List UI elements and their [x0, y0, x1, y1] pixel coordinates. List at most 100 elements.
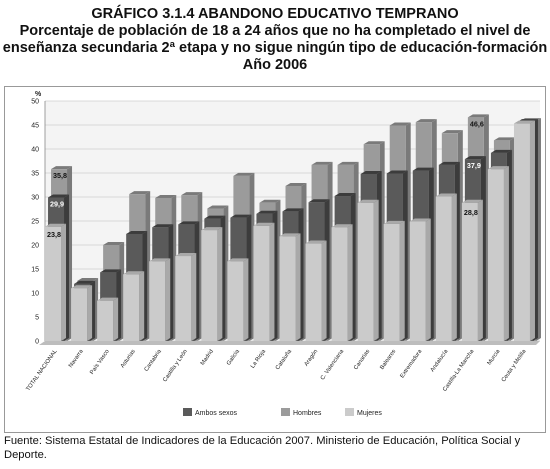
data-label: 46,6 — [470, 119, 484, 128]
bar-mujeres-galicia — [227, 258, 249, 262]
y-axis-label: % — [35, 91, 42, 98]
chart-title-block: GRÁFICO 3.1.4 ABANDONO EDUCATIVO TEMPRAN… — [0, 6, 550, 74]
bar-mujeres-castilla-la-mancha — [461, 202, 478, 341]
bar-mujeres-cataluna — [279, 236, 296, 341]
bar-mujeres-murcia — [503, 166, 509, 341]
bar-ambos-sexos-cataluna — [282, 208, 304, 212]
data-label: 37,9 — [467, 161, 481, 170]
bar-mujeres-castilla-y-leon — [175, 253, 197, 257]
x-tick-label: País Vasco — [89, 349, 110, 376]
bar-mujeres-galicia — [227, 261, 244, 341]
bar-mujeres-extremadura — [409, 218, 431, 222]
bar-mujeres-asturias — [123, 271, 145, 275]
bar-mujeres-castilla-la-mancha — [461, 199, 483, 203]
x-tick-label: Baleares — [379, 349, 397, 371]
bar-hombres-cataluna — [285, 182, 307, 186]
bar-mujeres-cantabria — [149, 261, 166, 341]
data-label: 29,9 — [50, 199, 64, 208]
legend-swatch-hombres — [281, 408, 290, 416]
chart-title-line-4: Año 2006 — [242, 57, 308, 73]
bar-mujeres-canarias — [357, 199, 379, 203]
bar-hombres-aragon — [311, 161, 333, 165]
data-label: 23,8 — [47, 230, 61, 239]
bar-mujeres-cantabria — [165, 258, 171, 341]
bar-ambos-sexos-andalucia — [438, 161, 460, 165]
bar-mujeres-total-nacional — [61, 223, 67, 341]
bar-mujeres-navarra — [87, 285, 93, 341]
bar-mujeres-cataluna — [279, 233, 301, 237]
bar-mujeres-pais-vasco — [97, 297, 119, 301]
x-tick-label: Galicia — [226, 348, 242, 367]
x-tick-label: Andalucía — [430, 348, 450, 373]
bar-mujeres-navarra — [71, 285, 93, 289]
bar-hombres-pais-vasco — [103, 242, 125, 245]
bar-mujeres-cantabria — [149, 258, 171, 262]
bar-mujeres-total-nacional — [45, 223, 67, 227]
y-tick-label: 30 — [31, 195, 39, 202]
bar-hombres-extremadura — [415, 119, 437, 123]
bar-hombres-galicia — [233, 172, 255, 176]
bar-mujeres-ceuta-y-melilla — [529, 120, 535, 341]
y-tick-label: 15 — [31, 267, 39, 274]
bar-mujeres-castilla-la-mancha — [477, 199, 483, 341]
bar-mujeres-madrid — [201, 230, 218, 341]
bar-mujeres-galicia — [243, 258, 249, 341]
bar-ambos-sexos-murcia — [490, 149, 512, 153]
legend-label-mujeres: Mujeres — [357, 410, 382, 417]
y-tick-label: 0 — [35, 339, 39, 346]
bar-mujeres-asturias — [123, 274, 140, 341]
bar-hombres-cantabria — [155, 194, 177, 198]
bar-mujeres-murcia — [487, 169, 504, 341]
x-tick-label: La Rioja — [250, 348, 268, 369]
bar-mujeres-andalucia — [451, 193, 457, 341]
bar-ambos-sexos-asturias — [126, 230, 148, 234]
bar-mujeres-c-valenciana — [331, 227, 348, 341]
bar-hombres-canarias — [363, 141, 385, 145]
bar-mujeres-pais-vasco — [97, 300, 114, 341]
x-tick-label: Navarra — [68, 348, 85, 369]
bar-hombres-asturias — [129, 191, 151, 195]
bar-mujeres-la-rioja — [269, 222, 275, 341]
chart-title-line-3: enseñanza secundaria 2ª etapa y no sigue… — [2, 40, 548, 56]
y-tick-label: 50 — [31, 99, 39, 106]
bar-ambos-sexos-aragon — [308, 199, 330, 203]
bar-mujeres-baleares — [383, 220, 405, 224]
bar-ambos-sexos-castilla-y-leon — [178, 221, 200, 225]
data-label: 28,8 — [464, 208, 478, 217]
x-tick-label: Castilla y León — [162, 349, 189, 384]
bar-hombres-castilla-la-mancha — [467, 114, 489, 118]
legend-label-ambos-sexos: Ambos sexos — [195, 410, 238, 417]
bar-ambos-sexos-navarra — [74, 280, 96, 284]
x-tick-label: Cataluña — [275, 348, 294, 371]
bar-mujeres-c-valenciana — [347, 224, 353, 341]
bar-mujeres-baleares — [383, 223, 400, 341]
bar-mujeres-navarra — [71, 288, 88, 341]
bar-ambos-sexos-galicia — [230, 214, 252, 218]
bar-mujeres-canarias — [373, 199, 379, 341]
bar-ambos-sexos-extremadura — [412, 167, 434, 171]
bar-mujeres-baleares — [399, 220, 405, 341]
bar-mujeres-castilla-y-leon — [175, 256, 192, 341]
x-tick-label: Asturias — [120, 349, 137, 370]
x-tick-label: Canarias — [353, 349, 371, 372]
bar-mujeres-la-rioja — [253, 222, 275, 226]
bar-mujeres-asturias — [139, 271, 145, 341]
bar-hombres-la-rioja — [259, 199, 281, 203]
bar-mujeres-aragon — [321, 240, 327, 341]
y-tick-label: 25 — [31, 219, 39, 226]
bar-hombres-madrid — [207, 205, 229, 209]
bar-mujeres-aragon — [305, 243, 322, 341]
bar-ambos-sexos-castilla-la-mancha — [464, 156, 486, 160]
source-note: Fuente: Sistema Estatal de Indicadores d… — [4, 435, 521, 461]
x-tick-label: C. Valenciana — [320, 348, 346, 381]
bar-ambos-sexos-pais-vasco — [100, 269, 122, 273]
y-tick-label: 10 — [31, 291, 39, 298]
bar-ambos-sexos-total-nacional — [48, 194, 70, 198]
legend-label-hombres: Hombres — [293, 410, 322, 417]
y-tick-label: 5 — [35, 315, 39, 322]
bar-mujeres-c-valenciana — [331, 224, 353, 228]
bar-mujeres-canarias — [357, 202, 374, 341]
bar-mujeres-andalucia — [435, 193, 457, 197]
x-tick-label: Ceuta y Melilla — [501, 348, 528, 383]
chart-frame: 0 5 10 15 20 25 30 35 40 45 50% TOTAL NACIONAL Navar… — [4, 86, 546, 433]
